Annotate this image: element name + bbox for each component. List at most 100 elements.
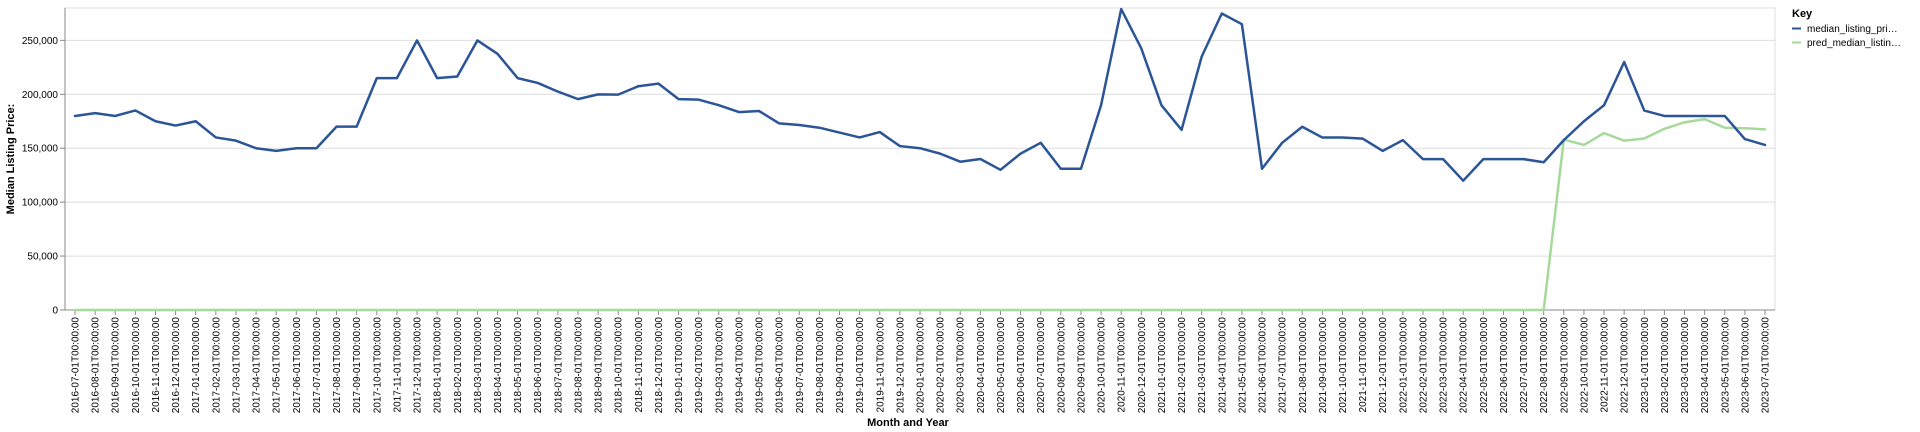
x-tick-label: 2021-08-01T00:00:00 — [1298, 317, 1309, 414]
x-tick-label: 2021-02-01T00:00:00 — [1177, 317, 1188, 414]
x-tick-label: 2020-05-01T00:00:00 — [996, 317, 1007, 414]
x-tick-label: 2017-11-01T00:00:00 — [392, 317, 403, 413]
x-tick-label: 2021-05-01T00:00:00 — [1237, 317, 1248, 414]
x-tick-label: 2018-09-01T00:00:00 — [594, 317, 605, 414]
x-tick-label: 2023-02-01T00:00:00 — [1660, 317, 1671, 414]
series-line-1 — [73, 117, 1767, 312]
x-tick-label: 2018-10-01T00:00:00 — [614, 317, 625, 414]
x-tick-label: 2019-12-01T00:00:00 — [895, 317, 906, 414]
x-tick-label: 2016-07-01T00:00:00 — [71, 317, 82, 414]
x-tick-label: 2019-08-01T00:00:00 — [815, 317, 826, 414]
series-layer — [73, 7, 1767, 312]
x-tick-label: 2022-06-01T00:00:00 — [1499, 317, 1510, 414]
x-tick-label: 2022-09-01T00:00:00 — [1559, 317, 1570, 414]
x-tick-label: 2022-08-01T00:00:00 — [1539, 317, 1550, 414]
series-line-0 — [73, 7, 1767, 182]
y-tick-label: 200,000 — [22, 90, 59, 101]
x-tick-label: 2023-04-01T00:00:00 — [1700, 317, 1711, 414]
x-tick-label: 2021-03-01T00:00:00 — [1197, 317, 1208, 414]
y-tick-label: 100,000 — [22, 198, 59, 209]
x-axis-title: Month and Year — [867, 417, 949, 429]
x-tick-label: 2017-05-01T00:00:00 — [272, 317, 283, 414]
x-tick-label: 2023-03-01T00:00:00 — [1680, 317, 1691, 414]
x-tick-label: 2018-04-01T00:00:00 — [493, 317, 504, 414]
x-tick-label: 2017-10-01T00:00:00 — [372, 317, 383, 414]
y-tick-label: 50,000 — [27, 252, 58, 263]
x-tick-label: 2023-07-01T00:00:00 — [1761, 317, 1772, 414]
x-tick-label: 2022-05-01T00:00:00 — [1479, 317, 1490, 414]
x-tick-label: 2022-03-01T00:00:00 — [1439, 317, 1450, 414]
x-tick-label: 2020-04-01T00:00:00 — [976, 317, 987, 414]
x-tick-label: 2016-10-01T00:00:00 — [131, 317, 142, 414]
x-tick-label: 2022-10-01T00:00:00 — [1579, 317, 1590, 414]
legend: Key median_listing_pri… pred_median_list… — [1792, 8, 1901, 49]
x-tick-label: 2020-11-01T00:00:00 — [1117, 317, 1128, 413]
x-tick-label: 2022-04-01T00:00:00 — [1459, 317, 1470, 414]
x-tick-label: 2017-01-01T00:00:00 — [191, 317, 202, 414]
x-tick-label: 2017-12-01T00:00:00 — [413, 317, 424, 414]
x-tick-label: 2016-12-01T00:00:00 — [171, 317, 182, 414]
x-tick-label: 2018-02-01T00:00:00 — [453, 317, 464, 414]
x-tick-label: 2019-03-01T00:00:00 — [714, 317, 725, 414]
x-tick-label: 2023-06-01T00:00:00 — [1740, 317, 1751, 414]
x-tick-label: 2018-06-01T00:00:00 — [533, 317, 544, 414]
axis-layer — [60, 8, 1775, 315]
x-tick-label: 2021-11-01T00:00:00 — [1358, 317, 1369, 413]
x-tick-label: 2020-09-01T00:00:00 — [1076, 317, 1087, 414]
x-tick-label: 2022-01-01T00:00:00 — [1398, 317, 1409, 414]
y-axis-title: Median Listing Price: — [5, 104, 17, 215]
x-tick-label: 2020-03-01T00:00:00 — [956, 317, 967, 414]
x-tick-label: 2016-08-01T00:00:00 — [91, 317, 102, 414]
x-tick-label: 2017-02-01T00:00:00 — [211, 317, 222, 414]
x-tick-label: 2017-04-01T00:00:00 — [252, 317, 263, 414]
x-tick-label: 2017-08-01T00:00:00 — [332, 317, 343, 414]
x-tick-label: 2017-07-01T00:00:00 — [312, 317, 323, 414]
label-layer: 0 50,000 100,000 150,000 200,000 250,000 2016-… — [22, 36, 1772, 413]
x-tick-label: 2020-02-01T00:00:00 — [936, 317, 947, 414]
x-tick-label: 2018-07-01T00:00:00 — [553, 317, 564, 414]
legend-title: Key — [1792, 8, 1813, 20]
legend-label-median: median_listing_pri… — [1807, 24, 1898, 35]
x-tick-label: 2020-06-01T00:00:00 — [1016, 317, 1027, 414]
y-tick-label: 150,000 — [22, 144, 59, 155]
x-tick-label: 2020-12-01T00:00:00 — [1137, 317, 1148, 414]
x-tick-label: 2018-01-01T00:00:00 — [433, 317, 444, 414]
x-tick-label: 2017-03-01T00:00:00 — [231, 317, 242, 414]
x-tick-label: 2023-05-01T00:00:00 — [1720, 317, 1731, 414]
x-tick-label: 2017-06-01T00:00:00 — [292, 317, 303, 414]
x-tick-label: 2020-10-01T00:00:00 — [1097, 317, 1108, 414]
x-tick-label: 2018-08-01T00:00:00 — [573, 317, 584, 414]
x-tick-label: 2020-07-01T00:00:00 — [1036, 317, 1047, 414]
x-tick-label: 2016-11-01T00:00:00 — [151, 317, 162, 413]
x-tick-label: 2017-09-01T00:00:00 — [352, 317, 363, 414]
y-tick-label: 250,000 — [22, 36, 59, 47]
x-tick-label: 2022-12-01T00:00:00 — [1620, 317, 1631, 414]
x-tick-label: 2019-02-01T00:00:00 — [694, 317, 705, 414]
x-tick-label: 2019-06-01T00:00:00 — [775, 317, 786, 414]
legend-label-pred: pred_median_listin… — [1807, 38, 1901, 49]
x-tick-label: 2018-05-01T00:00:00 — [513, 317, 524, 414]
x-tick-label: 2018-12-01T00:00:00 — [654, 317, 665, 414]
x-tick-label: 2021-09-01T00:00:00 — [1318, 317, 1329, 414]
x-tick-label: 2019-11-01T00:00:00 — [875, 317, 886, 413]
x-tick-label: 2020-01-01T00:00:00 — [916, 317, 927, 414]
x-tick-label: 2019-09-01T00:00:00 — [835, 317, 846, 414]
x-tick-label: 2019-07-01T00:00:00 — [795, 317, 806, 414]
x-tick-label: 2022-02-01T00:00:00 — [1418, 317, 1429, 414]
x-tick-label: 2019-01-01T00:00:00 — [674, 317, 685, 414]
x-tick-label: 2022-07-01T00:00:00 — [1519, 317, 1530, 414]
x-tick-label: 2021-12-01T00:00:00 — [1378, 317, 1389, 414]
x-tick-label: 2018-03-01T00:00:00 — [473, 317, 484, 414]
x-tick-label: 2020-08-01T00:00:00 — [1056, 317, 1067, 414]
x-tick-label: 2021-06-01T00:00:00 — [1258, 317, 1269, 414]
x-tick-label: 2018-11-01T00:00:00 — [634, 317, 645, 413]
x-tick-label: 2022-11-01T00:00:00 — [1600, 317, 1611, 413]
y-tick-label: 0 — [52, 306, 58, 317]
x-tick-label: 2019-10-01T00:00:00 — [855, 317, 866, 414]
x-tick-label: 2023-01-01T00:00:00 — [1640, 317, 1651, 414]
x-tick-label: 2019-05-01T00:00:00 — [755, 317, 766, 414]
x-tick-label: 2019-04-01T00:00:00 — [734, 317, 745, 414]
x-tick-label: 2021-04-01T00:00:00 — [1217, 317, 1228, 414]
x-tick-label: 2016-09-01T00:00:00 — [111, 317, 122, 414]
